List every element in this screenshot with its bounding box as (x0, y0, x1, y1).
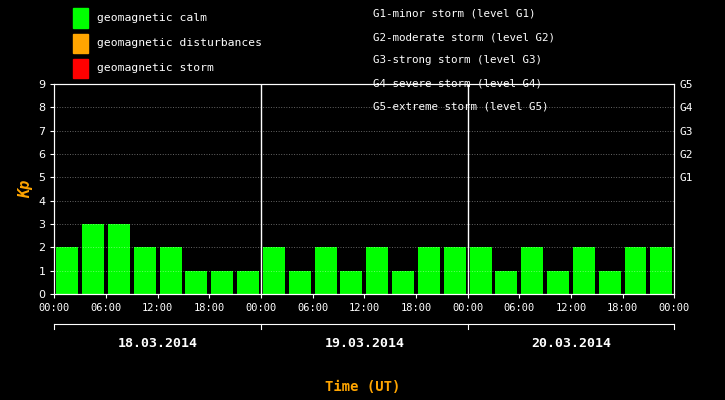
Bar (366, 247, 388, 294)
Text: geomagnetic storm: geomagnetic storm (97, 64, 214, 74)
Bar (547, 271, 569, 294)
Bar (237, 271, 259, 294)
Text: 19.03.2014: 19.03.2014 (324, 337, 405, 350)
Bar (392, 271, 414, 294)
Bar (134, 247, 156, 294)
Text: G4-severe storm (level G4): G4-severe storm (level G4) (373, 78, 542, 89)
Bar (418, 247, 440, 294)
Bar (186, 271, 207, 294)
Bar (650, 247, 672, 294)
Bar (624, 247, 647, 294)
Bar (521, 247, 543, 294)
Bar (108, 224, 130, 294)
Bar (341, 271, 362, 294)
Text: G1-minor storm (level G1): G1-minor storm (level G1) (373, 9, 536, 19)
Bar (263, 247, 285, 294)
Bar (573, 247, 594, 294)
Bar (599, 271, 621, 294)
Text: geomagnetic disturbances: geomagnetic disturbances (97, 38, 262, 48)
Bar (57, 247, 78, 294)
Bar (211, 271, 233, 294)
Text: Time (UT): Time (UT) (325, 380, 400, 394)
Bar (82, 224, 104, 294)
Bar (495, 271, 518, 294)
Bar (160, 247, 181, 294)
Text: 20.03.2014: 20.03.2014 (531, 337, 611, 350)
Bar (289, 271, 311, 294)
Y-axis label: Kp: Kp (17, 180, 33, 198)
Bar (470, 247, 492, 294)
Text: G2-moderate storm (level G2): G2-moderate storm (level G2) (373, 32, 555, 42)
Text: G5-extreme storm (level G5): G5-extreme storm (level G5) (373, 102, 549, 112)
Text: 18.03.2014: 18.03.2014 (117, 337, 198, 350)
Text: geomagnetic calm: geomagnetic calm (97, 13, 207, 23)
Bar (315, 247, 336, 294)
Text: G3-strong storm (level G3): G3-strong storm (level G3) (373, 56, 542, 66)
Bar (444, 247, 465, 294)
